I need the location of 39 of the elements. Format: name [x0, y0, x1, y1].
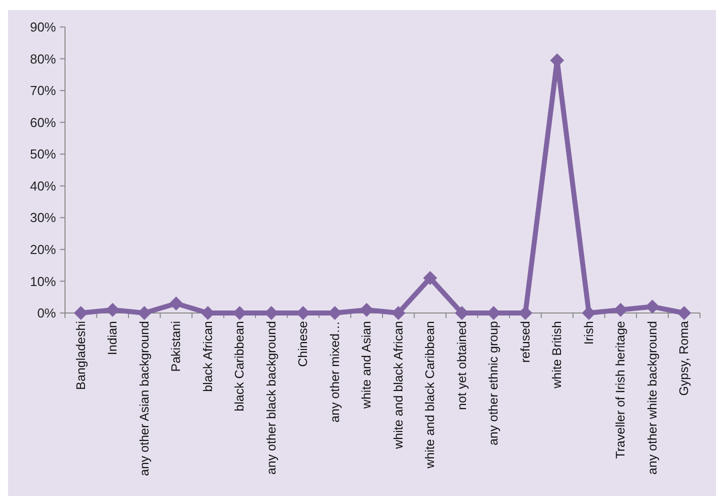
y-tick-label: 0% — [37, 306, 56, 321]
point — [74, 306, 88, 320]
point — [423, 271, 438, 286]
y-tick-label: 70% — [30, 83, 56, 98]
x-tick-label: Indian — [106, 320, 120, 356]
point — [614, 302, 628, 317]
x-tick-label: Gypsy, Roma — [677, 320, 692, 396]
point — [645, 300, 660, 314]
x-tick-label: Traveller of Irish heritage — [614, 320, 628, 459]
x-tick-label: white and black African — [391, 320, 406, 450]
y-tick-label: 50% — [30, 146, 56, 162]
x-tick-label: any other black background — [264, 320, 278, 475]
point — [677, 306, 692, 320]
x-tick-label: Bangladeshi — [74, 321, 88, 390]
x-tick-label: black African — [200, 320, 215, 392]
y-tick-label: 80% — [30, 51, 56, 66]
y-tick-label: 10% — [30, 274, 56, 289]
x-tick-label: black Caribbean — [232, 320, 247, 412]
x-tick-label: refused — [518, 320, 532, 363]
x-tick-label: any other mixed… — [328, 321, 342, 422]
x-tick-label: any other Asian background — [137, 320, 152, 476]
x-tick-label: white and black Caribbean — [423, 320, 438, 470]
y-tick-label: 90% — [30, 20, 56, 35]
y-tick-label: 40% — [30, 178, 56, 194]
x-tick-label: Chinese — [296, 320, 310, 367]
y-tick-label: 20% — [30, 242, 56, 257]
point — [360, 302, 374, 317]
point — [106, 302, 120, 317]
x-tick-label: Irish — [582, 320, 596, 345]
y-tick-label: 60% — [30, 114, 56, 130]
x-tick-label: not yet obtained — [454, 320, 469, 410]
point — [169, 296, 184, 310]
x-tick-label: any other white background — [645, 320, 660, 475]
x-tick-label: Pakistani — [169, 321, 184, 372]
x-tick-label: any other ethnic group — [486, 320, 501, 446]
x-tick-label: white British — [550, 320, 564, 390]
point — [582, 306, 596, 320]
y-tick-label: 30% — [30, 210, 56, 226]
x-tick-label: white and Asian — [360, 320, 374, 410]
